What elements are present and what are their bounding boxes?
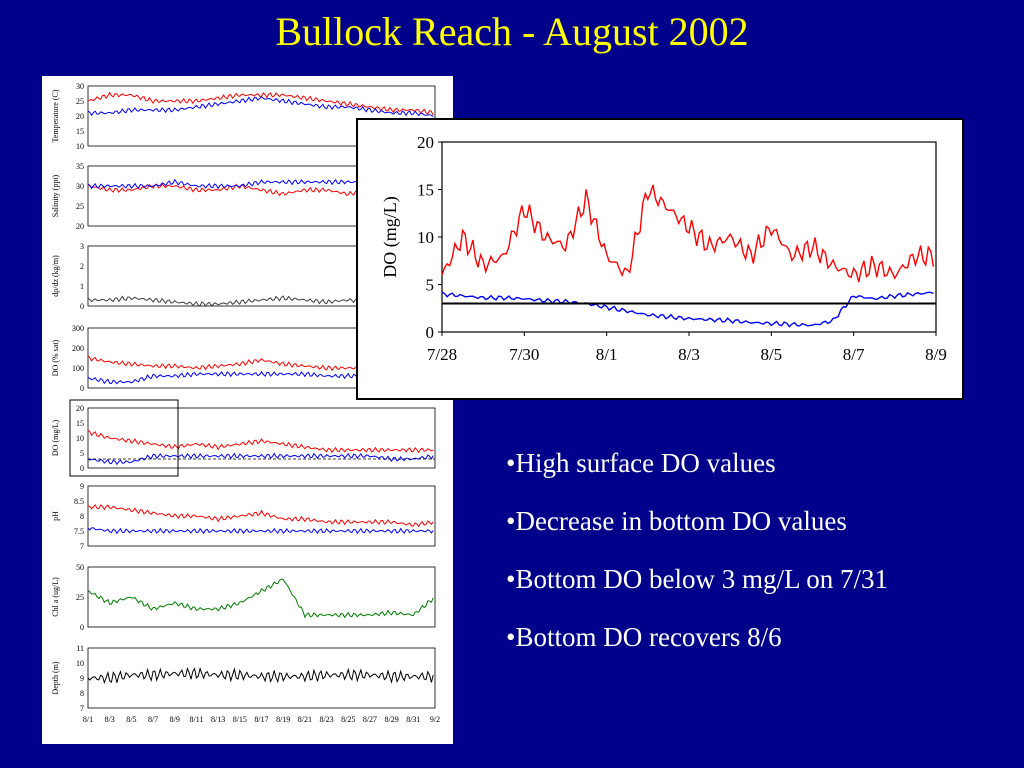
panel-series-line [87,666,434,685]
panel-series-line [87,527,434,535]
slide-title: Bullock Reach - August 2002 [275,9,749,54]
bullet-item: •High surface DO values [506,448,776,478]
panel-y-axis-label: pH [51,511,60,521]
panel-y-tick-label: 1 [80,282,84,291]
x-tick-label: 8/3 [678,345,700,364]
panel-y-tick-label: 9 [80,674,84,683]
panel-y-axis-label: DO (% sat) [51,339,60,376]
y-tick-label: 5 [426,276,435,295]
panel-y-tick-label: 25 [76,97,84,106]
panel-x-tick-label: 8/15 [233,715,247,724]
y-tick-label: 10 [417,228,434,247]
inset-highlight-box [69,399,179,477]
panel-y-tick-label: 2 [80,262,84,271]
x-tick-label: 8/5 [760,345,782,364]
panel-y-tick-label: 9 [80,482,84,491]
panel-y-axis-label: Chl a (ug/L) [51,577,60,617]
panel-y-tick-label: 10 [76,659,84,668]
panel-frame [87,485,436,547]
panel-series-line [87,578,434,619]
panel-y-tick-label: 10 [76,434,84,443]
panel-x-tick-label: 8/25 [341,715,355,724]
panel-y-tick-label: 20 [76,112,84,121]
bottom-do-series [441,291,934,328]
panel-y-tick-label: 30 [76,182,84,191]
panel-x-tick-label: 8/29 [385,715,399,724]
y-tick-label: 20 [417,133,434,152]
x-tick-label: 8/7 [843,345,865,364]
panel-y-tick-label: 7 [80,704,84,713]
panel-y-tick-label: 20 [76,404,84,413]
panel-y-tick-label: 8 [80,512,84,521]
panel-y-tick-label: 300 [72,324,84,333]
x-tick-label: 7/30 [509,345,539,364]
panel-y-tick-label: 10 [76,142,84,151]
panel-y-tick-label: 15 [76,419,84,428]
panel-frame [87,566,436,628]
panel-y-axis-label: Salinity (ppt) [51,174,60,217]
panel-series-line [87,91,434,116]
panel-y-tick-label: 5 [80,449,84,458]
panel-x-tick-label: 8/5 [126,715,136,724]
panel-x-tick-label: 8/21 [298,715,312,724]
panel-y-tick-label: 200 [72,344,84,353]
panel-x-tick-label: 8/9 [170,715,180,724]
panel-y-tick-label: 100 [72,364,84,373]
panel-y-tick-label: 3 [80,242,84,251]
panel-x-tick-label: 8/11 [189,715,203,724]
panel-y-tick-label: 8 [80,689,84,698]
panel-y-tick-label: 11 [76,644,84,653]
panel-x-tick-label: 8/17 [254,715,268,724]
panel-y-tick-label: 7 [80,542,84,551]
panel-series-line [87,429,434,454]
panel-series-line [87,96,434,118]
surface-do-series [441,184,935,283]
panel-x-tick-label: 8/31 [406,715,420,724]
panel-series-line [87,504,434,528]
panel-frame [87,407,436,469]
panel-y-axis-label: dρ/dz (kg/m) [51,255,60,297]
panel-y-tick-label: 7.5 [74,527,84,536]
do-detail-svg: 0 5 10 15 20 7/28 7/30 8/1 8/3 8/5 8/7 8/9 DO (mg/L) [380,133,947,364]
x-tick-label: 8/9 [925,345,947,364]
panel-y-tick-label: 0 [80,302,84,311]
panel-y-tick-label: 0 [80,623,84,632]
bullet-item: •Bottom DO below 3 mg/L on 7/31 [506,564,888,594]
panel-y-tick-label: 15 [76,127,84,136]
panel-y-tick-label: 30 [76,82,84,91]
bullet-list: •High surface DO values •Decrease in bot… [506,446,888,678]
panel-x-tick-label: 8/23 [319,715,333,724]
panel-y-tick-label: 8.5 [74,497,84,506]
panel-y-tick-label: 0 [80,384,84,393]
x-tick-label: 7/28 [427,345,457,364]
bullet-item: •Bottom DO recovers 8/6 [506,622,782,652]
do-detail-inset-chart: 0 5 10 15 20 7/28 7/30 8/1 8/3 8/5 8/7 8/9 DO (mg/L) [356,118,964,400]
panel-x-tick-label: 9/2 [430,715,440,724]
panel-y-axis-label: Temperature (C) [51,89,60,142]
panel-y-axis-label: DO (mg/L) [51,420,60,457]
panel-x-tick-label: 8/3 [105,715,115,724]
y-tick-label: 15 [417,181,434,200]
panel-y-tick-label: 50 [76,563,84,572]
panel-x-tick-label: 8/19 [276,715,290,724]
panel-x-tick-label: 8/7 [148,715,158,724]
panel-frame [87,85,436,147]
panel-y-tick-label: 20 [76,222,84,231]
panel-y-tick-label: 25 [76,593,84,602]
panel-frame [87,647,436,709]
bullet-item: •Decrease in bottom DO values [506,506,847,536]
panel-y-tick-label: 25 [76,202,84,211]
panel-x-tick-label: 8/1 [83,715,93,724]
panel-y-tick-label: 0 [80,464,84,473]
y-tick-label: 0 [426,323,435,342]
y-axis-label: DO (mg/L) [380,196,401,277]
panel-x-tick-label: 8/27 [363,715,377,724]
x-tick-label: 8/1 [596,345,618,364]
panel-x-tick-label: 8/13 [211,715,225,724]
panel-y-axis-label: Depth (m) [51,661,60,694]
panel-y-tick-label: 35 [76,162,84,171]
